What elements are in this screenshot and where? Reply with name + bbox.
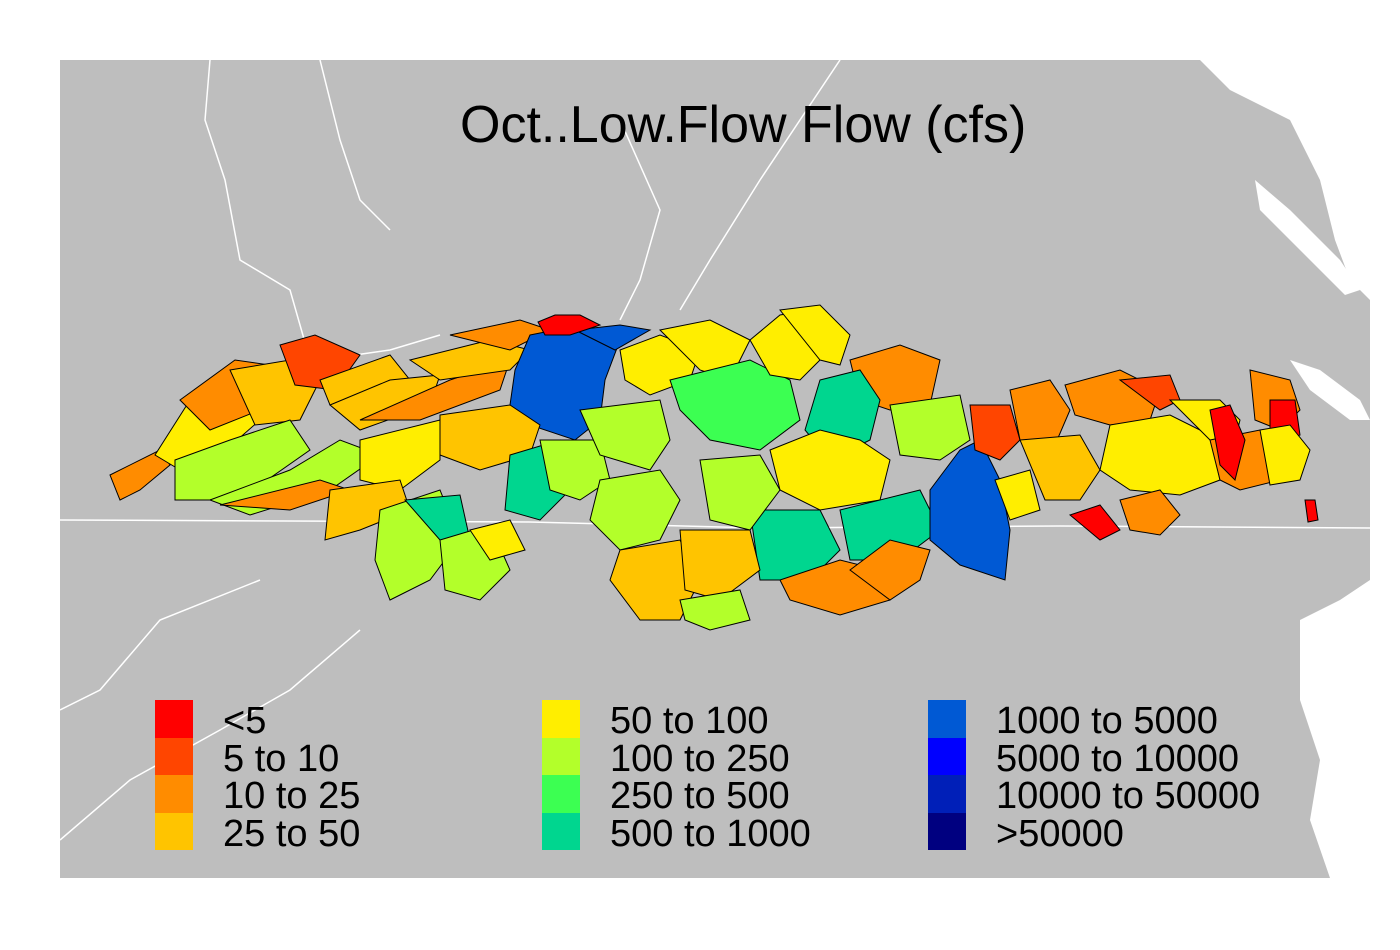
legend-swatch (155, 700, 193, 738)
watershed (658, 319, 751, 381)
watershed (579, 399, 671, 471)
watershed (109, 449, 171, 501)
legend-swatch (542, 737, 580, 775)
legend-label: 50 to 100 (610, 700, 769, 742)
watershed (679, 529, 761, 601)
bay (1255, 180, 1360, 295)
watershed (469, 519, 526, 561)
legend-label: >50000 (996, 812, 1124, 855)
legend-swatch (928, 737, 966, 775)
legend-label: <5 (223, 700, 267, 742)
watershed (537, 314, 602, 336)
watershed (679, 589, 751, 631)
watershed (573, 324, 652, 351)
legend-swatch (155, 737, 193, 775)
legend-label: 5 to 10 (223, 737, 340, 780)
watershed (929, 439, 1011, 581)
legend-label: 25 to 50 (223, 812, 361, 855)
coastline-water (1200, 60, 1370, 878)
watershed (174, 419, 311, 501)
watershed (609, 539, 701, 621)
ocean (1200, 60, 1370, 300)
watershed (769, 429, 891, 511)
watershed (1068, 504, 1121, 541)
state-border-line (204, 60, 311, 361)
legend-swatch (542, 812, 580, 850)
state-border-line (60, 579, 261, 711)
watershed (699, 454, 781, 531)
watershed (994, 469, 1041, 521)
legend-swatch (928, 812, 966, 850)
watershed (1304, 499, 1319, 523)
watershed (969, 404, 1021, 461)
watershed (889, 394, 971, 461)
watershed (1259, 424, 1311, 486)
watershed (359, 419, 441, 491)
legend-swatch (155, 812, 193, 850)
legend-label: 5000 to 10000 (996, 737, 1240, 780)
watershed (849, 539, 931, 601)
watershed (779, 304, 851, 366)
legend-label: 1000 to 5000 (996, 700, 1218, 742)
watershed-polygons (109, 304, 1319, 631)
watershed (1099, 414, 1221, 496)
legend-swatch (155, 775, 193, 813)
legend-label: 10000 to 50000 (996, 775, 1261, 817)
legend-swatch (542, 775, 580, 813)
legend-swatch (928, 775, 966, 813)
watershed (589, 469, 681, 551)
map-frame (60, 60, 1370, 878)
coast (1300, 580, 1370, 878)
legend-swatch (928, 700, 966, 738)
basin-map (60, 60, 1370, 878)
watershed (1119, 489, 1181, 536)
watershed (839, 489, 941, 561)
state-border-line (60, 629, 361, 841)
watershed (1209, 404, 1246, 481)
legend-label: 10 to 25 (223, 775, 361, 817)
watershed (539, 439, 611, 501)
map-title: Oct..Low.Flow Flow (cfs) (460, 96, 1027, 154)
watershed (1009, 379, 1071, 446)
state-border-line (319, 60, 391, 231)
watershed (669, 359, 801, 451)
state-border-line (679, 60, 841, 311)
watershed (1019, 434, 1101, 501)
legend-label: 500 to 1000 (610, 812, 811, 855)
bay (1290, 360, 1370, 420)
legend-swatch (542, 700, 580, 738)
state-border-line (619, 119, 661, 321)
legend-label: 250 to 500 (610, 775, 790, 817)
legend-label: 100 to 250 (610, 737, 790, 780)
